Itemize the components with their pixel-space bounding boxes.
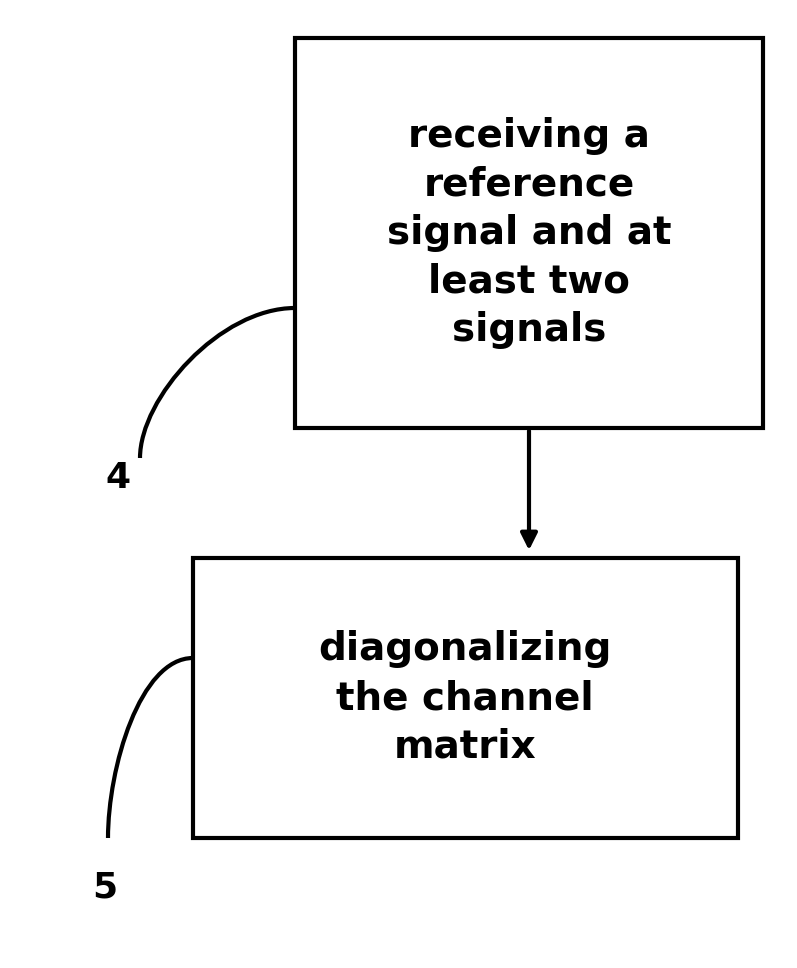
Bar — [295, 38, 763, 428]
Text: 4: 4 — [105, 461, 131, 495]
Bar — [193, 558, 738, 838]
Text: diagonalizing
the channel
matrix: diagonalizing the channel matrix — [318, 630, 611, 766]
Text: receiving a
reference
signal and at
least two
signals: receiving a reference signal and at leas… — [387, 117, 671, 349]
Text: 5: 5 — [92, 871, 118, 905]
